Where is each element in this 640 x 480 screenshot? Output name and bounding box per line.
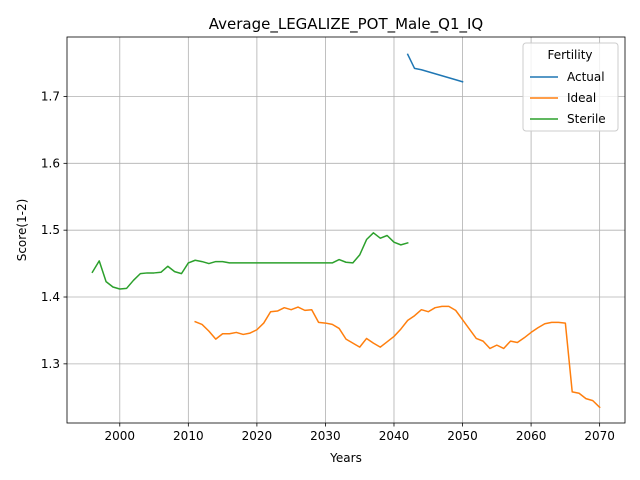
legend: Fertility Actual Ideal Sterile	[522, 42, 619, 132]
y-tick-label: 1.5	[41, 223, 60, 237]
x-tick-label: 2030	[310, 429, 341, 443]
series-line-ideal	[194, 305, 601, 409]
y-tick-label: 1.3	[41, 357, 60, 371]
x-tick-label: 2070	[584, 429, 615, 443]
series-lines	[91, 53, 601, 409]
x-axis-label: Years	[329, 451, 362, 465]
x-tick-label: 2000	[105, 429, 136, 443]
y-tick-label: 1.6	[41, 156, 60, 170]
axis-ticks: 2000 2010 2020 2030 2040 2050 2060 2070 1.3 1.4 1.…	[41, 89, 615, 443]
legend-label-ideal: Ideal	[567, 91, 596, 105]
series-line-sterile	[91, 232, 409, 290]
x-tick-label: 2050	[447, 429, 478, 443]
x-tick-label: 2040	[379, 429, 410, 443]
legend-label-actual: Actual	[567, 70, 605, 84]
series-line-actual	[406, 53, 464, 83]
y-tick-label: 1.7	[41, 89, 60, 103]
y-axis-label: Score(1-2)	[15, 199, 29, 262]
chart-title: Average_LEGALIZE_POT_Male_Q1_IQ	[209, 15, 483, 34]
y-tick-label: 1.4	[41, 290, 60, 304]
legend-label-sterile: Sterile	[567, 112, 606, 126]
legend-box	[522, 42, 619, 132]
x-tick-label: 2010	[173, 429, 204, 443]
x-tick-label: 2060	[516, 429, 547, 443]
grid	[67, 37, 625, 423]
x-tick-label: 2020	[242, 429, 273, 443]
legend-title: Fertility	[547, 48, 592, 62]
